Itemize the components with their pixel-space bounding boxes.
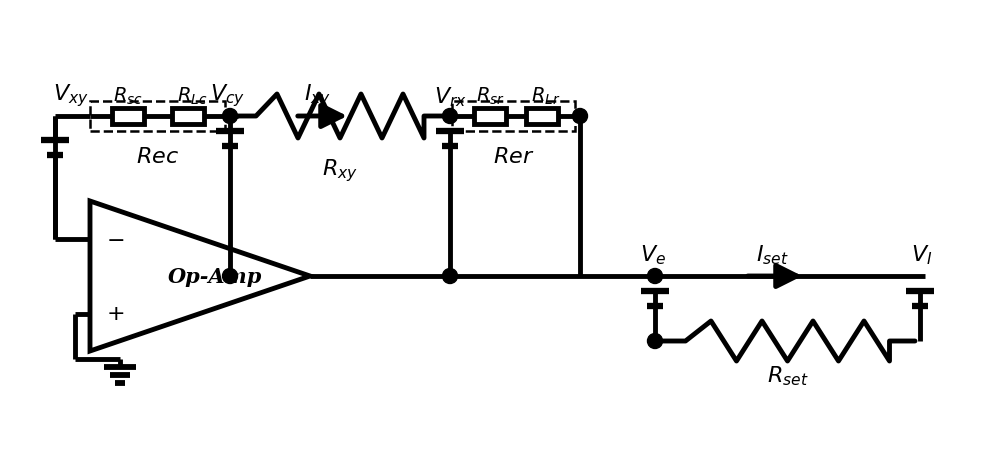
Text: $+$: $+$ bbox=[106, 303, 124, 325]
Circle shape bbox=[648, 334, 662, 349]
Circle shape bbox=[223, 269, 238, 284]
Circle shape bbox=[443, 109, 458, 124]
Bar bbox=[452, 101, 575, 132]
Text: Op-Amp: Op-Amp bbox=[168, 267, 262, 287]
Text: $I_{xy}$: $I_{xy}$ bbox=[304, 82, 332, 109]
Text: $Rec$: $Rec$ bbox=[136, 146, 179, 168]
Text: $V_I$: $V_I$ bbox=[911, 243, 933, 267]
Text: $R_{Lr}$: $R_{Lr}$ bbox=[531, 86, 561, 107]
Circle shape bbox=[572, 109, 588, 124]
Text: $R_{set}$: $R_{set}$ bbox=[767, 363, 808, 387]
Text: $V_{cy}$: $V_{cy}$ bbox=[210, 82, 246, 109]
Circle shape bbox=[648, 269, 662, 284]
Bar bbox=[526, 109, 558, 125]
Bar bbox=[90, 101, 225, 132]
Bar bbox=[172, 109, 204, 125]
Text: $R_{sc}$: $R_{sc}$ bbox=[113, 86, 143, 107]
Text: $R_{sr}$: $R_{sr}$ bbox=[476, 86, 504, 107]
Text: $R_{Lc}$: $R_{Lc}$ bbox=[177, 86, 207, 107]
Bar bbox=[474, 109, 506, 125]
Text: $-$: $-$ bbox=[106, 228, 124, 250]
Circle shape bbox=[223, 109, 238, 124]
Text: $R_{xy}$: $R_{xy}$ bbox=[322, 157, 358, 183]
Circle shape bbox=[443, 269, 458, 284]
Text: $V_{xy}$: $V_{xy}$ bbox=[53, 82, 89, 109]
Bar bbox=[112, 109, 144, 125]
Text: $V_{rx}$: $V_{rx}$ bbox=[434, 85, 466, 109]
Text: $I_{set}$: $I_{set}$ bbox=[756, 243, 788, 267]
Text: $Rer$: $Rer$ bbox=[493, 146, 534, 168]
Text: $V_e$: $V_e$ bbox=[640, 243, 666, 267]
